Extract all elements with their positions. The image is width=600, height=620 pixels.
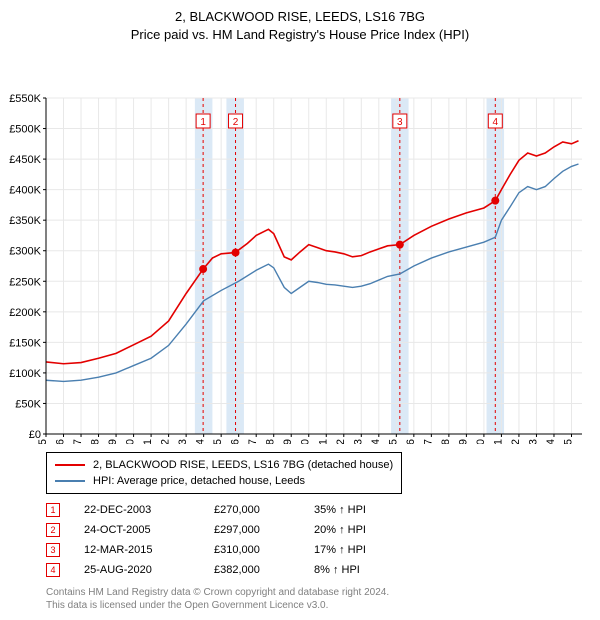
chart-legend: 2, BLACKWOOD RISE, LEEDS, LS16 7BG (deta… — [46, 452, 402, 494]
sales-row: 4 25-AUG-2020 £382,000 8% ↑ HPI — [46, 560, 414, 580]
svg-text:£500K: £500K — [9, 124, 41, 136]
svg-text:2012: 2012 — [335, 439, 347, 444]
svg-text:1996: 1996 — [55, 439, 67, 444]
svg-text:1995: 1995 — [37, 439, 49, 444]
svg-text:£450K: £450K — [9, 154, 41, 166]
svg-text:2015: 2015 — [387, 439, 399, 444]
legend-label-hpi: HPI: Average price, detached house, Leed… — [93, 475, 305, 487]
svg-text:1: 1 — [200, 117, 206, 128]
sale-price: £270,000 — [214, 504, 314, 516]
svg-text:£50K: £50K — [15, 399, 41, 411]
svg-text:£150K: £150K — [9, 338, 41, 350]
svg-text:2: 2 — [233, 117, 239, 128]
sale-marker-2: 2 — [46, 523, 60, 537]
svg-text:£550K: £550K — [9, 93, 41, 105]
svg-text:2002: 2002 — [160, 439, 172, 444]
sales-row: 3 12-MAR-2015 £310,000 17% ↑ HPI — [46, 540, 414, 560]
sales-row: 1 22-DEC-2003 £270,000 35% ↑ HPI — [46, 500, 414, 520]
svg-text:2017: 2017 — [422, 439, 434, 444]
chart-title-line2: Price paid vs. HM Land Registry's House … — [0, 26, 600, 44]
svg-text:2024: 2024 — [545, 439, 557, 444]
svg-text:2006: 2006 — [230, 439, 242, 444]
sales-row: 2 24-OCT-2005 £297,000 20% ↑ HPI — [46, 520, 414, 540]
svg-text:2010: 2010 — [300, 439, 312, 444]
svg-text:2022: 2022 — [510, 439, 522, 444]
svg-text:2025: 2025 — [562, 439, 574, 444]
legend-swatch-property — [55, 464, 85, 466]
svg-text:£250K: £250K — [9, 277, 41, 289]
sale-diff: 17% ↑ HPI — [314, 544, 414, 556]
svg-text:2014: 2014 — [370, 439, 382, 444]
sale-date: 22-DEC-2003 — [84, 504, 214, 516]
sale-date: 24-OCT-2005 — [84, 524, 214, 536]
svg-text:2013: 2013 — [352, 439, 364, 444]
svg-text:4: 4 — [493, 117, 499, 128]
svg-text:2023: 2023 — [527, 439, 539, 444]
sale-marker-3: 3 — [46, 543, 60, 557]
sale-diff: 35% ↑ HPI — [314, 504, 414, 516]
chart-title-line1: 2, BLACKWOOD RISE, LEEDS, LS16 7BG — [0, 0, 600, 26]
svg-text:1998: 1998 — [90, 439, 102, 444]
svg-text:3: 3 — [397, 117, 403, 128]
sale-diff: 8% ↑ HPI — [314, 564, 414, 576]
svg-text:2020: 2020 — [475, 439, 487, 444]
svg-text:2016: 2016 — [405, 439, 417, 444]
footer-line1: Contains HM Land Registry data © Crown c… — [46, 586, 389, 599]
svg-text:1997: 1997 — [72, 439, 84, 444]
sale-marker-1: 1 — [46, 503, 60, 517]
svg-text:£300K: £300K — [9, 246, 41, 258]
sale-date: 25-AUG-2020 — [84, 564, 214, 576]
legend-swatch-hpi — [55, 480, 85, 482]
svg-text:2011: 2011 — [317, 439, 329, 444]
svg-text:2008: 2008 — [265, 439, 277, 444]
svg-text:£350K: £350K — [9, 216, 41, 228]
svg-text:2000: 2000 — [125, 439, 137, 444]
legend-item-property: 2, BLACKWOOD RISE, LEEDS, LS16 7BG (deta… — [55, 457, 393, 473]
sale-date: 12-MAR-2015 — [84, 544, 214, 556]
svg-text:£400K: £400K — [9, 185, 41, 197]
price-chart: 1234£0£50K£100K£150K£200K£250K£300K£350K… — [0, 44, 600, 444]
sale-marker-4: 4 — [46, 563, 60, 577]
legend-item-hpi: HPI: Average price, detached house, Leed… — [55, 473, 393, 489]
footer-line2: This data is licensed under the Open Gov… — [46, 599, 389, 612]
svg-text:2018: 2018 — [440, 439, 452, 444]
svg-text:£100K: £100K — [9, 368, 41, 380]
sale-price: £310,000 — [214, 544, 314, 556]
svg-text:2001: 2001 — [142, 439, 154, 444]
footer-attribution: Contains HM Land Registry data © Crown c… — [46, 586, 389, 612]
svg-text:2004: 2004 — [195, 439, 207, 444]
svg-text:2003: 2003 — [177, 439, 189, 444]
svg-text:2007: 2007 — [247, 439, 259, 444]
legend-label-property: 2, BLACKWOOD RISE, LEEDS, LS16 7BG (deta… — [93, 459, 393, 471]
sale-price: £297,000 — [214, 524, 314, 536]
svg-text:£200K: £200K — [9, 307, 41, 319]
svg-text:2019: 2019 — [457, 439, 469, 444]
sale-price: £382,000 — [214, 564, 314, 576]
svg-text:2021: 2021 — [492, 439, 504, 444]
svg-text:1999: 1999 — [107, 439, 119, 444]
sale-diff: 20% ↑ HPI — [314, 524, 414, 536]
svg-text:2005: 2005 — [212, 439, 224, 444]
svg-text:2009: 2009 — [282, 439, 294, 444]
sales-table: 1 22-DEC-2003 £270,000 35% ↑ HPI 2 24-OC… — [46, 500, 414, 580]
